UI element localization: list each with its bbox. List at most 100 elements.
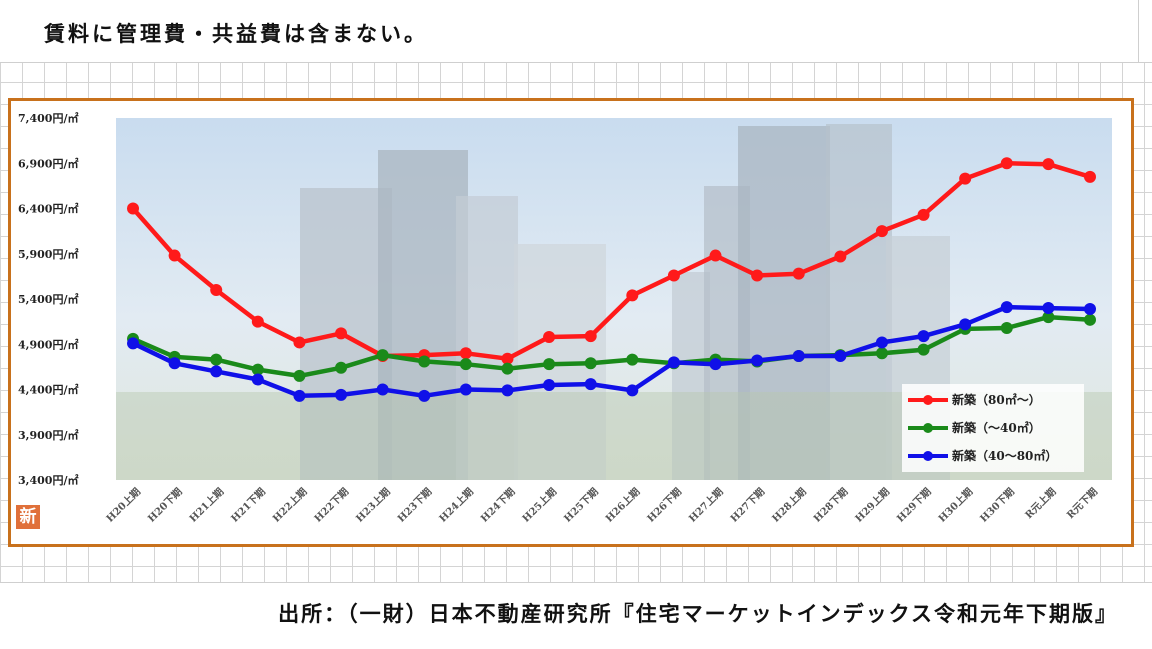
- data-point: [584, 357, 597, 370]
- data-point: [584, 330, 597, 343]
- data-point: [834, 350, 847, 363]
- data-point: [293, 389, 306, 402]
- data-point: [168, 249, 181, 262]
- data-point: [792, 350, 805, 363]
- chart-legend: 新築（80㎡～） 新築（～40㎡） 新築（40～80㎡）: [902, 384, 1084, 472]
- series-line-2: [132, 304, 1091, 399]
- x-tick-label: H29上期: [852, 485, 892, 525]
- x-tick-label: H24上期: [436, 485, 476, 525]
- data-point: [959, 318, 972, 331]
- series-line-0: [131, 161, 1091, 361]
- legend-label: 新築（～40㎡）: [952, 420, 1041, 435]
- data-point: [917, 330, 930, 343]
- x-tick-label: H28下期: [811, 485, 851, 525]
- x-tick-label: H26下期: [644, 485, 684, 525]
- rent-note: 賃料に管理費・共益費は含まない。: [44, 21, 428, 46]
- data-point: [335, 388, 348, 401]
- y-tick-label: 7,400円/㎡: [18, 111, 78, 125]
- x-tick-label: H25上期: [519, 485, 559, 525]
- y-tick-label: 4,900円/㎡: [18, 337, 78, 351]
- y-tick-label: 4,400円/㎡: [18, 383, 78, 397]
- y-tick-label: 5,400円/㎡: [18, 292, 78, 306]
- x-tick-label: H26上期: [603, 485, 643, 525]
- data-point: [251, 363, 264, 376]
- data-point: [127, 337, 139, 350]
- data-point: [751, 269, 764, 282]
- footer-band: [0, 582, 1152, 649]
- legend-swatch-marker: [923, 423, 933, 433]
- new-badge-icon: 新: [16, 505, 40, 529]
- x-tick-label: R元上期: [1022, 485, 1058, 521]
- data-point: [501, 352, 514, 365]
- header-band: [0, 0, 1152, 63]
- x-tick-label: H21上期: [186, 485, 226, 525]
- data-point: [875, 225, 888, 238]
- data-point: [751, 354, 764, 367]
- data-point: [335, 327, 348, 340]
- x-tick-label: H23上期: [353, 485, 393, 525]
- x-tick-label: H20上期: [103, 485, 143, 525]
- legend-swatch-marker: [923, 451, 933, 461]
- legend-label: 新築（80㎡～）: [952, 392, 1041, 407]
- data-point: [376, 349, 389, 362]
- data-point: [626, 353, 639, 366]
- legend-swatch-marker: [923, 395, 933, 405]
- legend-label: 新築（40～80㎡）: [952, 448, 1057, 463]
- x-tick-label: H27上期: [686, 485, 726, 525]
- data-point: [709, 249, 722, 262]
- data-point: [1000, 321, 1013, 334]
- data-point: [626, 384, 639, 397]
- data-point: [1084, 302, 1096, 315]
- x-tick-label: H24下期: [478, 485, 518, 525]
- data-point: [1042, 158, 1055, 171]
- series-line-1: [132, 314, 1091, 379]
- data-point: [210, 353, 223, 366]
- data-point: [501, 384, 514, 397]
- x-tick-label: H22下期: [311, 485, 351, 525]
- x-tick-label: H23下期: [395, 485, 435, 525]
- data-point: [210, 283, 223, 296]
- data-point: [626, 289, 639, 302]
- x-tick-label: H25下期: [561, 485, 601, 525]
- y-tick-label: 6,900円/㎡: [18, 156, 78, 170]
- x-tick-label: H28上期: [769, 485, 809, 525]
- x-tick-label: H29下期: [894, 485, 934, 525]
- y-tick-label: 3,400円/㎡: [18, 473, 78, 487]
- data-point: [709, 358, 722, 371]
- data-point: [127, 202, 139, 215]
- x-tick-label: H30下期: [977, 485, 1017, 525]
- data-point: [667, 356, 680, 369]
- data-point: [251, 315, 264, 328]
- data-point: [584, 378, 597, 391]
- data-point: [210, 365, 223, 378]
- x-tick-label: H27下期: [727, 485, 767, 525]
- data-point: [418, 355, 431, 368]
- data-point: [667, 269, 680, 282]
- data-point: [459, 383, 472, 396]
- y-tick-label: 6,400円/㎡: [18, 202, 78, 216]
- data-point: [293, 336, 306, 349]
- data-point: [1000, 157, 1013, 170]
- data-point: [376, 383, 389, 396]
- y-tick-label: 5,900円/㎡: [18, 247, 78, 261]
- data-point: [543, 358, 556, 371]
- data-point: [168, 357, 181, 370]
- data-point: [917, 208, 930, 221]
- data-point: [543, 331, 556, 344]
- data-point: [1084, 313, 1096, 326]
- data-point: [1042, 311, 1055, 324]
- data-point: [875, 347, 888, 360]
- data-point: [459, 347, 472, 360]
- data-point: [501, 362, 514, 375]
- data-point: [251, 373, 264, 386]
- x-tick-label: H21下期: [228, 485, 268, 525]
- x-tick-label: H20下期: [145, 485, 185, 525]
- x-tick-label: H30上期: [935, 485, 975, 525]
- data-point: [418, 389, 431, 402]
- data-point: [1000, 301, 1013, 314]
- data-point: [543, 378, 556, 391]
- data-point: [834, 250, 847, 263]
- source-citation: 出所：（一財）日本不動産研究所『住宅マーケットインデックス令和元年下期版』: [278, 601, 1118, 626]
- data-point: [1084, 170, 1096, 183]
